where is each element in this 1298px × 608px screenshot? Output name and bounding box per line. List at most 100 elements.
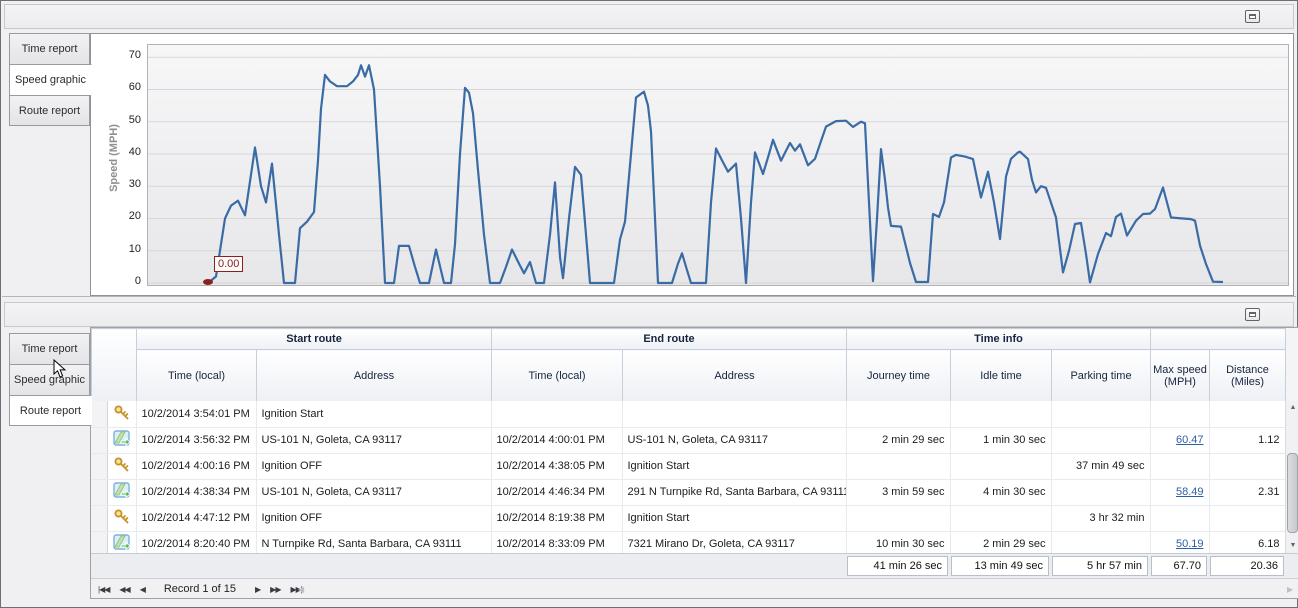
top-panel-caption xyxy=(4,4,1294,29)
y-tick-label: 40 xyxy=(128,145,141,158)
y-tick-label: 50 xyxy=(128,113,141,126)
parking-time-cell xyxy=(1051,531,1151,553)
idle-time-cell: 1 min 30 sec xyxy=(950,427,1052,454)
start-address-cell: N Turnpike Rd, Santa Barbara, CA 93111 xyxy=(256,531,492,553)
hscroll-right-icon[interactable]: ▶ xyxy=(1287,584,1294,594)
maximize-icon xyxy=(1249,312,1256,317)
end-address-cell: 7321 Mirano Dr, Goleta, CA 93117 xyxy=(622,531,847,553)
start-address-cell: Ignition OFF xyxy=(256,453,492,480)
journey-time-cell: 2 min 29 sec xyxy=(846,427,951,454)
record-navigator-bar: |◀◀ ◀◀ ◀ Record 1 of 15 ▶ ▶▶ ▶▶| ◀ ▶ xyxy=(91,578,1298,598)
nav-prev-page-icon[interactable]: ◀◀ xyxy=(119,584,130,594)
column-max-speed[interactable]: Max speed (MPH) xyxy=(1150,349,1211,402)
column-start-time[interactable]: Time (local) xyxy=(136,349,257,402)
key-icon xyxy=(114,405,128,420)
grid-body: 10/2/2014 3:54:01 PM Ignition Start 10/2/2… xyxy=(91,401,1285,553)
bottom-panel-caption xyxy=(4,302,1294,327)
max-speed-link[interactable]: 50.19 xyxy=(1175,538,1204,550)
end-address-cell xyxy=(622,401,847,428)
max-speed-link[interactable]: 58.49 xyxy=(1175,486,1204,498)
nav-next-icon[interactable]: ▶ xyxy=(255,584,261,594)
header-group-start-route: Start route xyxy=(136,328,492,350)
parking-time-cell xyxy=(1051,401,1151,428)
y-tick-label: 30 xyxy=(128,178,141,191)
journey-time-cell: 3 min 59 sec xyxy=(846,479,951,506)
nav-prev-icon[interactable]: ◀ xyxy=(139,584,146,594)
start-time-cell: 10/2/2014 3:54:01 PM xyxy=(136,401,257,428)
nav-first-icon[interactable]: |◀◀ xyxy=(98,584,110,594)
idle-time-cell: 2 min 29 sec xyxy=(950,531,1052,553)
route-icon xyxy=(112,430,131,447)
maximize-icon xyxy=(1249,14,1256,19)
start-time-cell: 10/2/2014 3:56:32 PM xyxy=(136,427,257,454)
column-end-time[interactable]: Time (local) xyxy=(491,349,623,402)
route-icon xyxy=(112,482,131,499)
distance-cell: 1.12 xyxy=(1209,427,1285,454)
row-indicator xyxy=(91,479,108,506)
row-indicator xyxy=(91,401,108,428)
parking-time-cell xyxy=(1051,427,1151,454)
column-start-address[interactable]: Address xyxy=(256,349,492,402)
speed-line-chart xyxy=(148,56,1288,285)
chart-plot-area: 0.00 xyxy=(147,44,1289,286)
bottom-tab-strip: Time report Speed graphic Route report xyxy=(9,333,92,426)
tab-time-report[interactable]: Time report xyxy=(9,33,90,64)
table-row[interactable]: 10/2/2014 3:56:32 PM US-101 N, Goleta, CA… xyxy=(91,427,1285,454)
summary-journey-time: 41 min 26 sec xyxy=(847,556,948,576)
scrollbar-thumb[interactable] xyxy=(1287,453,1298,533)
tab-speed-graphic[interactable]: Speed graphic xyxy=(9,364,90,395)
end-time-cell xyxy=(491,401,623,428)
distance-cell: 2.31 xyxy=(1209,479,1285,506)
table-row[interactable]: 10/2/2014 3:54:01 PM Ignition Start xyxy=(91,401,1285,428)
row-indicator xyxy=(91,531,108,553)
journey-time-cell xyxy=(846,401,951,428)
start-address-cell: Ignition OFF xyxy=(256,505,492,532)
column-idle-time[interactable]: Idle time xyxy=(950,349,1052,402)
idle-time-cell xyxy=(950,453,1052,480)
start-address-cell: Ignition Start xyxy=(256,401,492,428)
maximize-panel-button[interactable] xyxy=(1245,10,1260,23)
tab-route-report[interactable]: Route report xyxy=(9,395,92,426)
row-indicator xyxy=(91,427,108,454)
table-row[interactable]: 10/2/2014 4:00:16 PM Ignition OFF 10/2/201… xyxy=(91,453,1285,480)
max-speed-cell xyxy=(1150,453,1210,480)
end-address-cell: US-101 N, Goleta, CA 93117 xyxy=(622,427,847,454)
route-report-panel: Time report Speed graphic Route report S… xyxy=(2,300,1298,606)
row-indicator xyxy=(91,453,108,480)
grid-rows-viewport: 10/2/2014 3:54:01 PM Ignition Start 10/2/2… xyxy=(91,401,1285,553)
hscroll-left-icon[interactable]: ◀ xyxy=(298,584,305,594)
column-distance[interactable]: Distance (Miles) xyxy=(1209,349,1287,402)
header-group-blank xyxy=(1150,328,1287,350)
column-journey-time[interactable]: Journey time xyxy=(846,349,951,402)
y-tick-label: 70 xyxy=(128,49,141,62)
distance-cell xyxy=(1209,401,1285,428)
max-speed-link[interactable]: 60.47 xyxy=(1175,434,1204,446)
record-counter: Record 1 of 15 xyxy=(163,583,237,595)
nav-next-page-icon[interactable]: ▶▶ xyxy=(270,584,281,594)
end-address-cell: Ignition Start xyxy=(622,453,847,480)
journey-time-cell: 10 min 30 sec xyxy=(846,531,951,553)
maximize-panel-button[interactable] xyxy=(1245,308,1260,321)
table-row[interactable]: 10/2/2014 4:47:12 PM Ignition OFF 10/2/201… xyxy=(91,505,1285,532)
y-tick-label: 0 xyxy=(134,275,141,287)
table-row[interactable]: 10/2/2014 4:38:34 PM US-101 N, Goleta, CA… xyxy=(91,479,1285,506)
distance-cell xyxy=(1209,505,1285,532)
tab-route-report[interactable]: Route report xyxy=(9,95,90,126)
scroll-up-icon[interactable]: ▲ xyxy=(1289,404,1297,411)
start-marker xyxy=(203,279,213,285)
column-parking-time[interactable]: Parking time xyxy=(1050,349,1152,402)
nav-last-icon[interactable]: ▶▶| xyxy=(290,584,302,594)
scroll-down-icon[interactable]: ▼ xyxy=(1289,542,1297,549)
tab-speed-graphic[interactable]: Speed graphic xyxy=(9,64,92,95)
route-icon xyxy=(112,534,131,551)
table-row[interactable]: 10/2/2014 8:20:40 PM N Turnpike Rd, Santa… xyxy=(91,531,1285,553)
end-time-cell: 10/2/2014 4:38:05 PM xyxy=(491,453,623,480)
speed-graphic-panel: Time report Speed graphic Route report S… xyxy=(2,2,1296,297)
vertical-scrollbar[interactable]: ▲ ▼ xyxy=(1285,401,1298,553)
column-end-address[interactable]: Address xyxy=(622,349,847,402)
summary-max-speed: 67.70 xyxy=(1151,556,1207,576)
end-time-cell: 10/2/2014 4:46:34 PM xyxy=(491,479,623,506)
tab-time-report[interactable]: Time report xyxy=(9,333,90,364)
key-icon xyxy=(114,457,128,472)
y-tick-label: 20 xyxy=(128,210,141,223)
